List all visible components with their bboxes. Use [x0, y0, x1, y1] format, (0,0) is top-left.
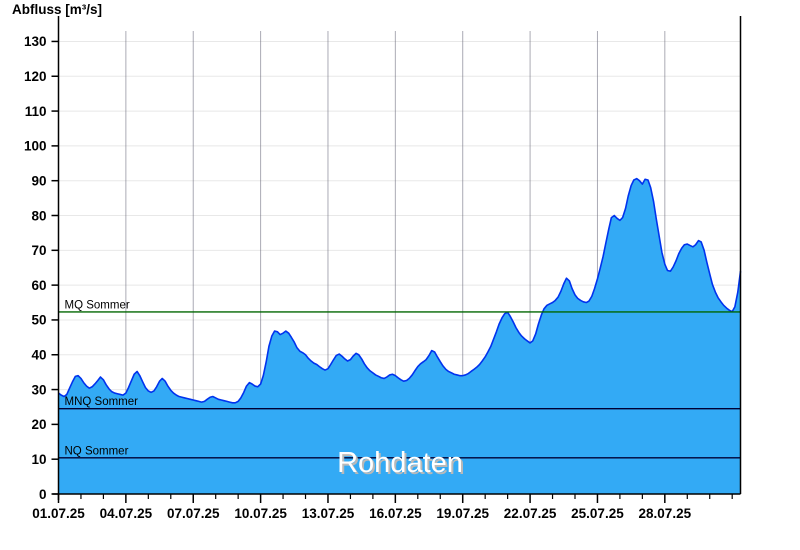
x-tick-label: 04.07.25 [100, 506, 153, 521]
series-abfluss [58, 177, 742, 494]
x-tick-label: 28.07.25 [639, 506, 692, 521]
y-axis-ticks: 0 10 20 30 40 50 60 70 80 90 100 110 120 130 [24, 34, 59, 502]
y-tick-label: 30 [31, 382, 46, 397]
x-tick-label: 25.07.25 [571, 506, 624, 521]
y-axis-title: Abfluss [m³/s] [12, 2, 103, 17]
y-tick-label: 110 [25, 104, 47, 119]
x-tick-label: 10.07.25 [234, 506, 287, 521]
x-tick-label: 07.07.25 [167, 506, 220, 521]
y-tick-label: 70 [31, 243, 46, 258]
reference-lines: MQ Sommer MNQ Sommer NQ Sommer [58, 299, 741, 459]
x-axis-minor-ticks [80, 494, 733, 499]
x-tick-label: 22.07.25 [504, 506, 557, 521]
reference-label-nq-sommer: NQ Sommer [65, 445, 129, 457]
y-tick-label: 90 [31, 173, 46, 188]
y-tick-label: 120 [24, 69, 47, 84]
y-tick-label: 50 [31, 313, 46, 328]
x-axis-ticks: 01.07.25 04.07.25 07.07.25 10.07.25 13.07.25… [32, 494, 692, 521]
series-line [58, 177, 742, 404]
reference-label-mnq-sommer: MNQ Sommer [65, 396, 139, 408]
y-tick-label: 40 [31, 348, 46, 363]
y-tick-label: 60 [31, 278, 46, 293]
axes [52, 16, 742, 500]
y-tick-label: 130 [24, 34, 47, 49]
y-tick-label: 80 [31, 208, 46, 223]
y-tick-label: 10 [31, 452, 46, 467]
x-tick-label: 01.07.25 [32, 506, 85, 521]
y-tick-label: 100 [24, 139, 47, 154]
x-tick-label: 19.07.25 [436, 506, 489, 521]
reference-label-mq-sommer: MQ Sommer [65, 299, 130, 311]
x-tick-label: 13.07.25 [302, 506, 355, 521]
watermark-shadow: Rohdaten [339, 449, 465, 481]
y-tick-label: 0 [39, 487, 47, 502]
watermark-label: Rohdaten [337, 447, 463, 479]
area-fill [58, 178, 741, 494]
y-tick-label: 20 [31, 417, 46, 432]
x-tick-label: 16.07.25 [369, 506, 422, 521]
